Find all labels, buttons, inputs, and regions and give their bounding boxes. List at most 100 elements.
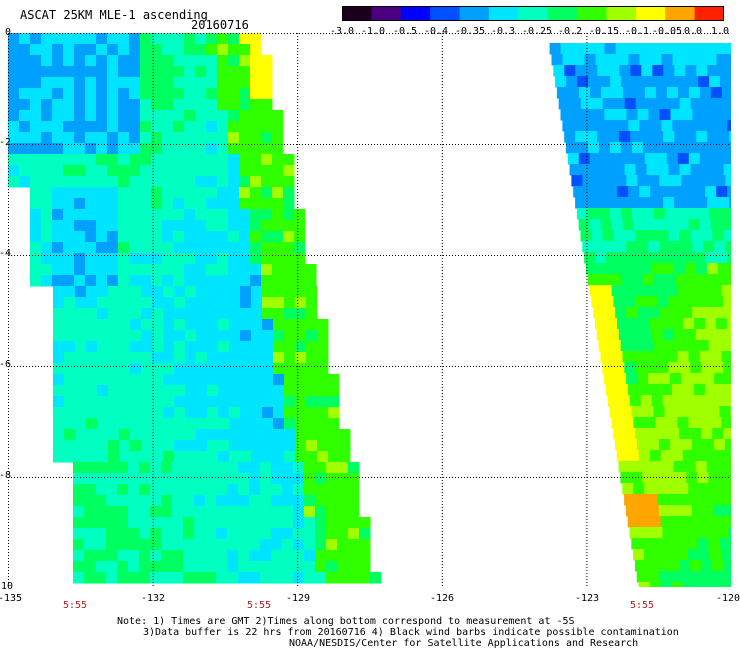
swath-cell xyxy=(52,253,64,265)
swath-cell xyxy=(108,308,120,320)
swath-cell xyxy=(715,582,728,587)
swath-cell xyxy=(107,253,119,265)
swath-cell xyxy=(571,175,583,187)
swath-cell xyxy=(657,428,669,440)
swath-cell xyxy=(86,385,98,397)
swath-cell xyxy=(692,439,704,451)
swath-cell xyxy=(96,198,108,210)
swath-cell xyxy=(715,450,728,462)
swath-cell xyxy=(651,395,664,407)
swath-cell xyxy=(317,341,329,353)
swath-cell xyxy=(588,76,600,88)
swath-cell xyxy=(598,274,611,286)
swath-cell xyxy=(694,120,706,132)
swath-cell xyxy=(85,209,97,221)
swath-cell xyxy=(183,506,195,518)
swath-cell xyxy=(626,307,638,319)
swath-cell xyxy=(74,121,86,133)
swath-cell xyxy=(251,286,263,298)
swath-cell xyxy=(140,209,152,221)
swath-cell xyxy=(671,582,684,587)
swath-cell xyxy=(597,197,609,209)
swath-cell xyxy=(195,264,207,276)
swath-cell xyxy=(119,396,131,408)
swath-cell xyxy=(725,307,731,319)
swath-cell xyxy=(41,242,53,254)
lat-label: -10 xyxy=(0,581,14,592)
swath-cell xyxy=(652,65,664,77)
swath-cell xyxy=(282,484,294,496)
swath-cell xyxy=(655,351,667,363)
swath-cell xyxy=(660,450,673,462)
swath-cell xyxy=(162,264,174,276)
swath-cell xyxy=(725,43,731,55)
swath-cell xyxy=(284,374,296,386)
swath-cell xyxy=(262,407,274,419)
swath-cell xyxy=(229,440,241,452)
swath-cell xyxy=(108,385,120,397)
swath-cell xyxy=(206,242,218,254)
swath-cell xyxy=(293,572,305,584)
swath-cell xyxy=(95,473,107,485)
swath-cell xyxy=(639,252,651,264)
swath-cell xyxy=(701,164,714,176)
swath-cell xyxy=(684,527,696,539)
swath-cell xyxy=(129,220,141,232)
swath-cell xyxy=(163,341,175,353)
swath-cell xyxy=(52,165,64,177)
swath-cell xyxy=(260,484,272,496)
swath-cell xyxy=(609,208,622,220)
swath-cell xyxy=(86,451,98,463)
swath-cell xyxy=(195,121,207,133)
swath-cell xyxy=(337,550,349,562)
swath-cell xyxy=(580,230,592,242)
swath-cell xyxy=(161,539,173,551)
swath-cell xyxy=(174,396,186,408)
swath-cell xyxy=(701,362,713,374)
swath-cell xyxy=(721,483,731,495)
swath-cell xyxy=(692,307,704,319)
swath-cell xyxy=(205,572,217,584)
swath-cell xyxy=(19,121,31,133)
swath-cell xyxy=(108,363,120,375)
swath-cell xyxy=(295,374,307,386)
swath-cell xyxy=(239,165,251,177)
swath-cell xyxy=(651,329,664,341)
swath-cell xyxy=(84,462,96,474)
swath-cell xyxy=(173,99,185,111)
swath-cell xyxy=(730,406,731,418)
swath-cell xyxy=(53,418,65,430)
swath-cell xyxy=(328,396,340,408)
swath-cell xyxy=(150,473,162,485)
swath-cell xyxy=(642,472,654,484)
swath-cell xyxy=(668,230,680,242)
swath-cell xyxy=(681,241,693,253)
swath-cell xyxy=(646,494,658,506)
swath-cell xyxy=(348,462,360,474)
swath-cell xyxy=(576,208,589,220)
swath-cell xyxy=(195,66,207,78)
swath-cell xyxy=(118,264,130,276)
swath-cell xyxy=(675,340,688,352)
swath-cell xyxy=(589,285,602,297)
swath-cell xyxy=(240,407,252,419)
swath-cell xyxy=(229,451,241,463)
swath-cell xyxy=(262,418,274,430)
swath-cell xyxy=(63,66,75,78)
swath-cell xyxy=(621,76,633,88)
swath-cell xyxy=(641,263,653,275)
swath-cell xyxy=(205,539,217,551)
swath-cell xyxy=(96,88,108,100)
swath-cell xyxy=(571,43,584,55)
swath-cell xyxy=(75,385,87,397)
swath-cell xyxy=(714,439,726,451)
swath-cell xyxy=(567,87,580,99)
swath-cell xyxy=(727,120,731,132)
swath-cell xyxy=(705,318,717,330)
swath-cell xyxy=(108,352,120,364)
swath-cell xyxy=(130,407,142,419)
swath-cell xyxy=(646,296,658,308)
swath-cell xyxy=(8,165,20,177)
swath-cell xyxy=(283,275,295,287)
swath-cell xyxy=(195,154,207,166)
